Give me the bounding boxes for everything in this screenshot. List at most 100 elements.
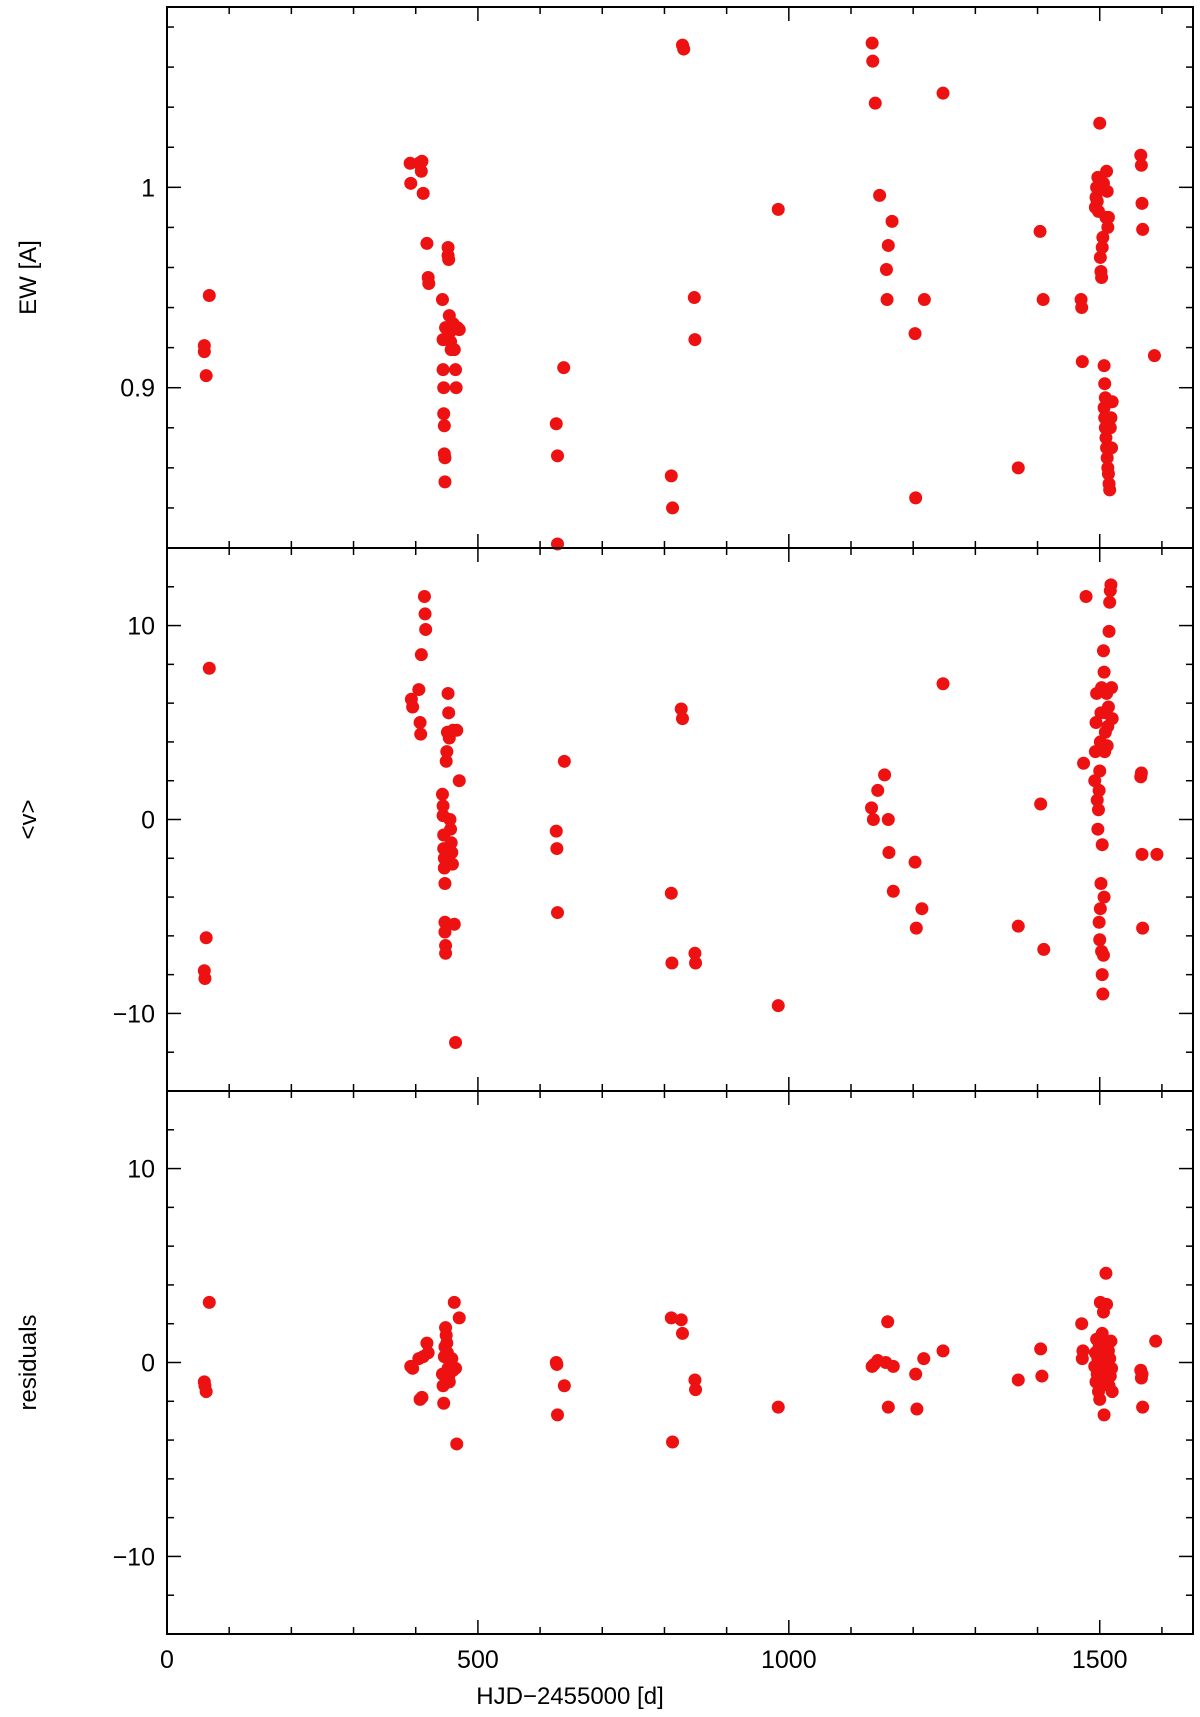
data-point: [412, 683, 426, 697]
data-point: [1105, 1361, 1119, 1375]
y-tick-label: 1: [141, 174, 155, 202]
data-point: [1090, 793, 1104, 807]
data-point: [1097, 665, 1111, 679]
data-point: [1147, 349, 1161, 363]
data-point: [1101, 220, 1115, 234]
data-point: [879, 262, 893, 276]
data-point: [886, 1359, 900, 1373]
data-point: [450, 1437, 464, 1451]
data-point: [199, 1385, 213, 1399]
data-point: [438, 925, 452, 939]
y-axis-label: EW [A]: [15, 240, 42, 315]
data-point: [1075, 301, 1089, 315]
data-point: [436, 363, 450, 377]
data-point: [881, 813, 895, 826]
data-point: [771, 202, 785, 216]
data-point: [1105, 681, 1119, 695]
data-point: [1093, 933, 1107, 947]
x-axis-label: HJD−2455000 [d]: [476, 1683, 663, 1710]
data-point: [1136, 1400, 1150, 1414]
data-point: [202, 289, 216, 303]
y-tick-label: 0: [141, 807, 155, 835]
data-series: [197, 1266, 1163, 1451]
data-point: [420, 1336, 434, 1350]
data-point: [445, 845, 459, 859]
data-point: [450, 723, 464, 737]
data-point: [418, 607, 432, 621]
data-point: [442, 706, 456, 720]
data-point: [1104, 411, 1118, 425]
data-point: [917, 293, 931, 307]
data-point: [438, 451, 452, 465]
data-point: [438, 475, 452, 489]
data-point: [1092, 915, 1106, 929]
data-point: [438, 876, 452, 890]
data-point: [1105, 441, 1119, 455]
data-point: [664, 886, 678, 900]
data-point: [1090, 194, 1104, 208]
data-point: [674, 702, 688, 716]
data-point: [1095, 240, 1109, 254]
data-point: [1095, 271, 1109, 284]
data-point: [666, 501, 680, 515]
data-point: [436, 799, 450, 813]
data-point: [1134, 158, 1148, 172]
data-point: [404, 176, 418, 190]
data-point: [202, 1295, 216, 1309]
data-point: [909, 921, 923, 935]
plot-frame: [166, 6, 1194, 549]
data-point: [1105, 1385, 1119, 1399]
data-point: [1095, 968, 1109, 982]
data-point: [1134, 148, 1148, 162]
data-point: [1093, 902, 1107, 916]
data-point: [437, 1396, 451, 1410]
data-point: [908, 855, 922, 869]
x-tick-label: 500: [457, 1646, 499, 1674]
data-point: [1079, 589, 1093, 603]
data-point: [444, 822, 458, 836]
data-point: [551, 449, 565, 463]
data-point: [413, 716, 427, 730]
data-point: [202, 661, 216, 675]
data-point: [881, 1315, 895, 1329]
data-point: [1103, 595, 1117, 609]
data-point: [445, 857, 459, 871]
data-point: [885, 214, 899, 228]
y-tick-label: −10: [113, 1000, 155, 1028]
data-point: [1088, 774, 1102, 788]
data-point: [1011, 1373, 1025, 1387]
data-point: [1135, 196, 1149, 210]
data-point: [936, 677, 950, 691]
data-point: [1101, 700, 1115, 714]
data-point: [675, 1326, 689, 1340]
data-point: [865, 36, 879, 50]
data-point: [1096, 987, 1110, 1001]
data-point: [549, 417, 563, 431]
data-point: [917, 1352, 931, 1366]
data-point: [688, 333, 702, 347]
data-point: [1150, 847, 1164, 861]
data-point: [550, 1357, 564, 1371]
data-point: [1093, 1392, 1107, 1406]
data-point: [1075, 1317, 1089, 1331]
data-point: [1075, 355, 1089, 369]
data-point: [406, 1361, 420, 1375]
data-point: [1094, 876, 1108, 890]
data-point: [1135, 847, 1149, 861]
data-point: [868, 96, 882, 110]
data-point: [441, 686, 455, 700]
data-point: [881, 1400, 895, 1414]
data-point: [452, 1311, 466, 1325]
data-point: [1096, 644, 1110, 658]
data-point: [1091, 803, 1105, 817]
y-tick-label: −10: [113, 1543, 155, 1571]
data-point: [881, 238, 895, 252]
data-point: [1096, 948, 1110, 962]
data-point: [1101, 210, 1115, 224]
data-point: [1149, 1334, 1163, 1348]
data-point: [1077, 756, 1091, 770]
data-point: [198, 972, 212, 986]
data-point: [1101, 467, 1115, 481]
data-point: [675, 712, 689, 726]
data-point: [1034, 1342, 1048, 1356]
